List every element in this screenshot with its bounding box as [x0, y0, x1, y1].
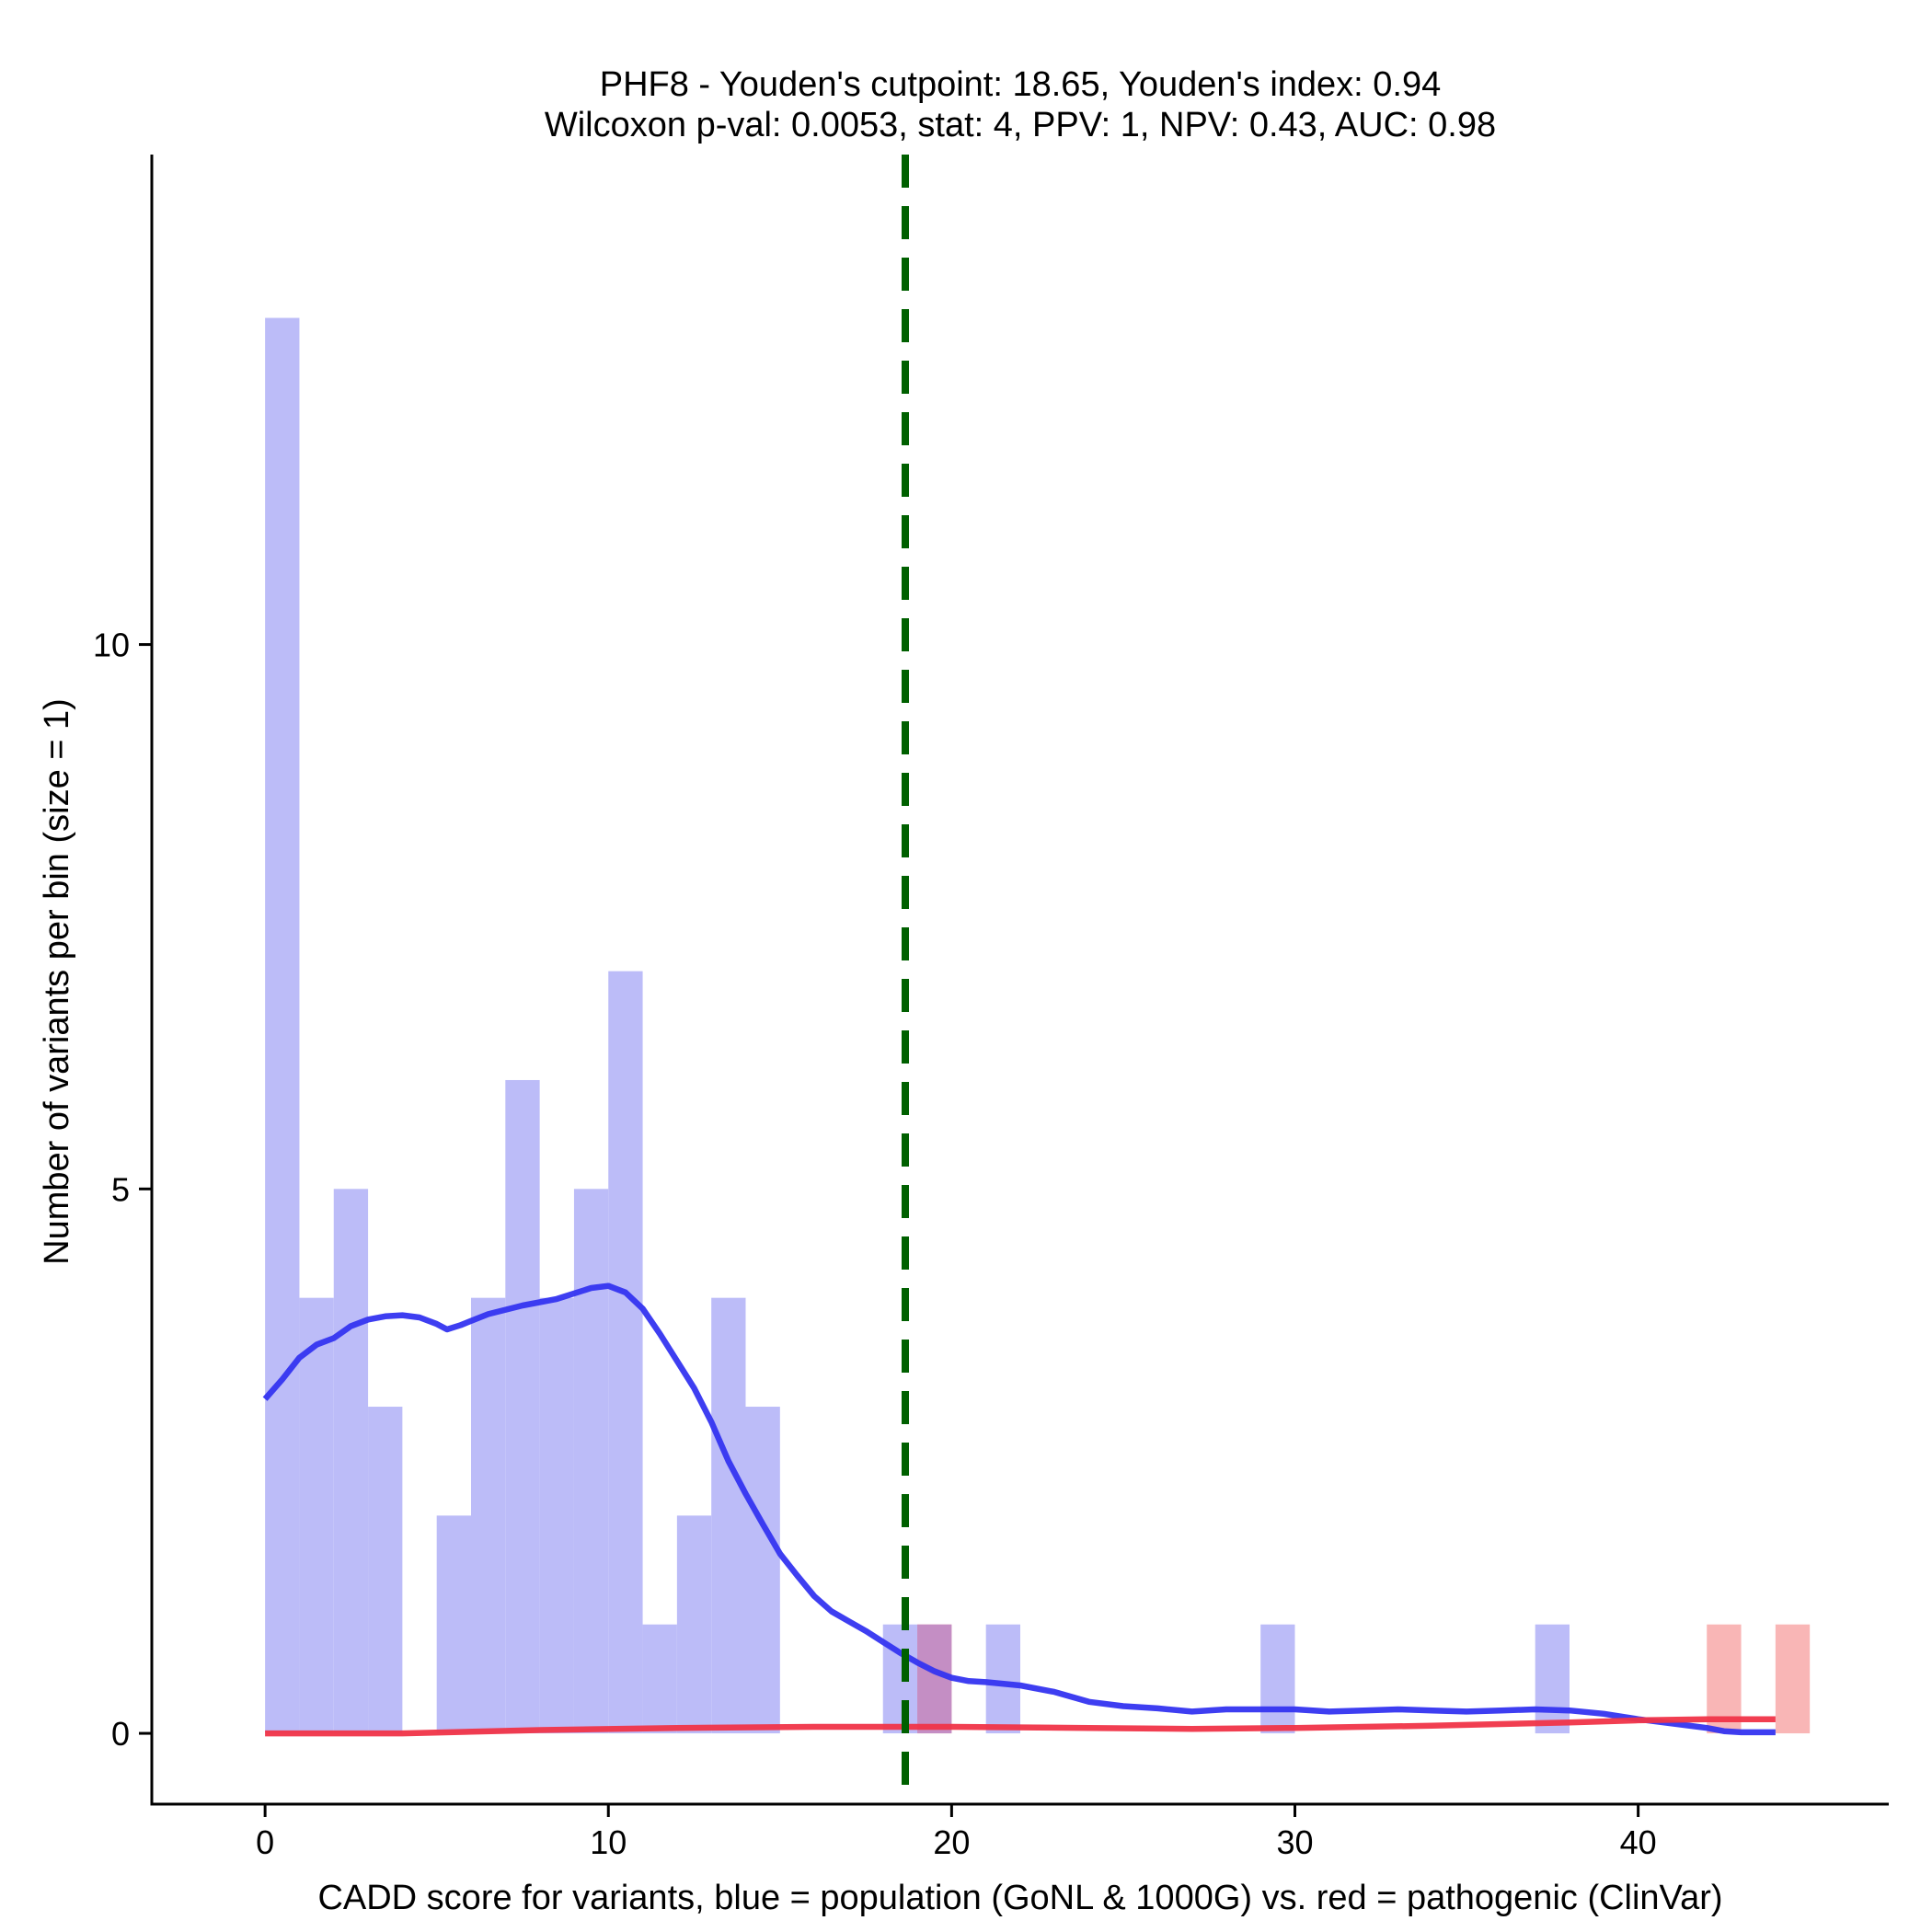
x-tick-label: 20 — [933, 1823, 970, 1861]
population-bar — [882, 1624, 918, 1734]
population-bar — [436, 1515, 472, 1734]
axes-layer: 0 10 20 30 40 0 5 10 — [93, 155, 1889, 1861]
population-bar — [745, 1407, 780, 1734]
pathogenic-bar — [1775, 1624, 1811, 1734]
x-tick-label: 40 — [1620, 1823, 1657, 1861]
population-density-line — [262, 1282, 1776, 1736]
chart-title-line-1: PHF8 - Youden's cutpoint: 18.65, Youden'… — [600, 65, 1442, 104]
population-bar — [333, 1189, 369, 1734]
population-bar — [676, 1515, 712, 1734]
population-bar — [1260, 1624, 1295, 1734]
population-bar — [539, 1297, 574, 1734]
pathogenic-bar — [1707, 1624, 1742, 1734]
population-bar — [471, 1297, 506, 1734]
overlap-bar — [917, 1624, 952, 1734]
chart-title-line-2: Wilcoxon p-val: 0.0053, stat: 4, PPV: 1,… — [545, 106, 1496, 144]
population-bar — [368, 1407, 403, 1734]
bars-layer — [265, 317, 1811, 1734]
population-bar — [985, 1624, 1020, 1734]
population-bar — [505, 1079, 540, 1734]
y-tick-label: 0 — [111, 1715, 130, 1753]
population-bar — [573, 1189, 609, 1734]
y-axis-label: Number of variants per bin (size = 1) — [38, 698, 76, 1265]
population-bar — [642, 1624, 677, 1734]
population-bar — [608, 971, 643, 1734]
pathogenic-density-line — [265, 1716, 1776, 1737]
y-tick-label: 5 — [111, 1170, 130, 1208]
y-tick-label: 10 — [93, 627, 130, 664]
x-tick-label: 30 — [1276, 1823, 1313, 1861]
population-bar — [299, 1297, 334, 1734]
population-bar — [711, 1297, 746, 1734]
density-lines-layer — [262, 1282, 1776, 1737]
x-axis-label: CADD score for variants, blue = populati… — [317, 1879, 1722, 1917]
population-bar — [265, 317, 300, 1734]
x-tick-label: 10 — [590, 1823, 627, 1861]
population-bar — [1535, 1624, 1570, 1734]
x-tick-label: 0 — [256, 1823, 274, 1861]
